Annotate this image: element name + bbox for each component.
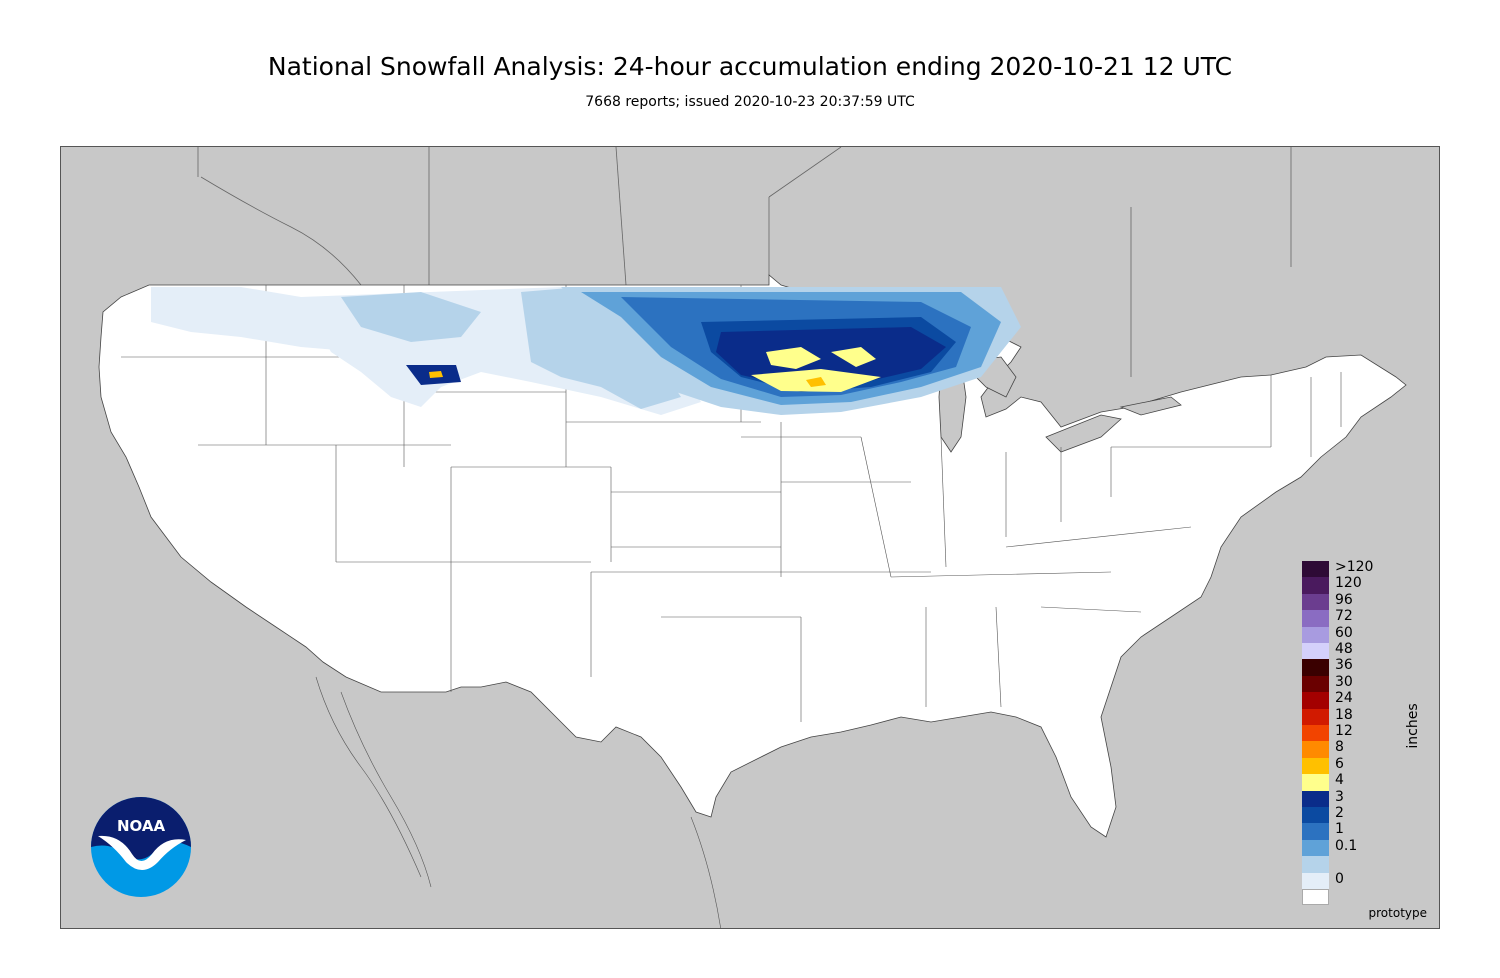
legend-label: 6 (1335, 755, 1344, 772)
snowfall-shading (151, 287, 1021, 415)
legend-label: 0 (1335, 870, 1344, 887)
legend-label: 30 (1335, 673, 1353, 690)
legend-label: 0.1 (1335, 837, 1358, 854)
legend-swatch (1302, 659, 1329, 676)
legend-swatch (1302, 856, 1329, 873)
legend-swatch (1302, 577, 1329, 594)
mexico-coastline (315, 676, 721, 928)
prototype-note: prototype (1368, 906, 1427, 920)
legend-swatch (1302, 675, 1329, 693)
legend-swatch (1302, 757, 1329, 775)
legend-label: 48 (1335, 641, 1353, 657)
legend-swatch (1302, 741, 1329, 758)
legend-label: 2 (1335, 805, 1344, 821)
legend-swatch (1302, 790, 1329, 807)
legend-label: 120 (1335, 575, 1362, 592)
legend-swatch (1302, 692, 1329, 709)
legend-label: 4 (1335, 772, 1344, 789)
legend-units: inches (1405, 703, 1421, 749)
legend-label: 72 (1335, 608, 1353, 625)
snowfall-map: prototype (60, 146, 1440, 929)
legend-swatch (1302, 561, 1329, 578)
legend-label: 1 (1335, 821, 1344, 838)
noaa-logo-text: NOAA (117, 817, 166, 835)
legend-label: 8 (1335, 739, 1344, 756)
legend-swatch (1302, 643, 1329, 660)
foreign-borders (197, 147, 1292, 377)
noaa-logo-icon: NOAA (91, 797, 191, 897)
legend-label: >120 (1335, 559, 1374, 575)
legend-swatch (1302, 823, 1329, 840)
legend-swatch (1302, 610, 1329, 627)
legend-swatch (1302, 725, 1329, 742)
legend-swatch (1302, 872, 1329, 889)
legend-label: 24 (1335, 690, 1353, 707)
us-landmass (98, 274, 1407, 838)
legend-label: 96 (1335, 591, 1353, 608)
legend-label: 12 (1335, 723, 1353, 739)
legend-swatch (1302, 889, 1329, 906)
map-title: National Snowfall Analysis: 24-hour accu… (267, 52, 1233, 81)
legend-label: 36 (1335, 657, 1353, 674)
legend-label: 60 (1335, 624, 1353, 641)
map-subtitle: 7668 reports; issued 2020-10-23 20:37:59… (585, 94, 915, 110)
legend-swatch (1302, 774, 1329, 791)
legend-swatch (1302, 708, 1329, 725)
legend-swatch (1302, 626, 1329, 643)
legend-label: 18 (1335, 706, 1353, 723)
legend-label: 3 (1335, 788, 1344, 805)
legend-swatch (1302, 807, 1329, 824)
map-canvas (98, 147, 1407, 928)
legend-swatch (1302, 593, 1329, 611)
legend-swatch (1302, 839, 1329, 857)
